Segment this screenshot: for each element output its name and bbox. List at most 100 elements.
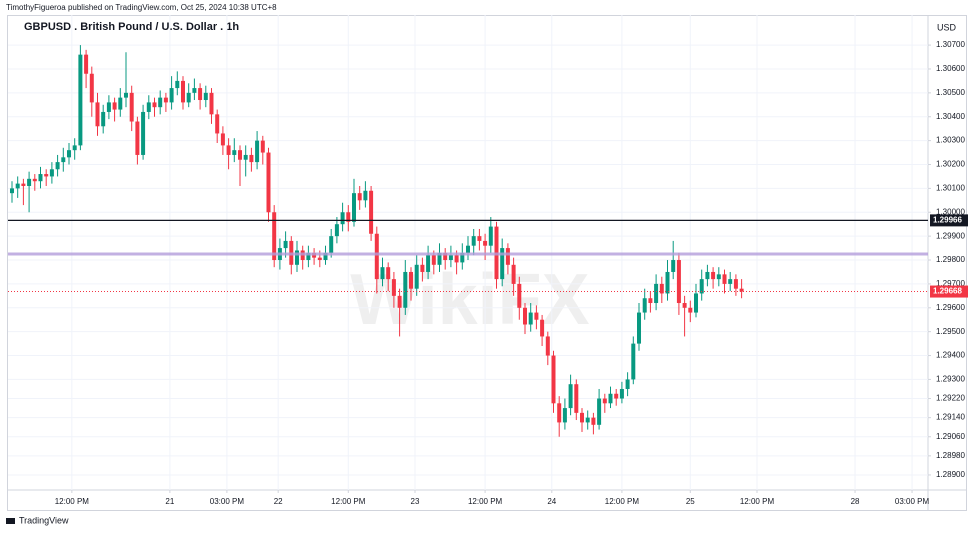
y-tick-label: 1.30500 <box>936 88 965 97</box>
candle-body <box>414 264 419 289</box>
candle-body <box>66 150 71 158</box>
candle-body <box>169 88 174 103</box>
candle-body <box>9 188 14 194</box>
candle-body <box>711 271 716 280</box>
candle-body <box>676 260 681 304</box>
candle-body <box>671 260 676 272</box>
candle-body <box>722 274 727 284</box>
candle-body <box>471 236 476 246</box>
candle-body <box>15 183 20 189</box>
candle-body <box>597 398 602 425</box>
y-tick-label: 1.29220 <box>936 394 965 403</box>
candle-body <box>192 88 197 93</box>
candle-body <box>619 388 624 399</box>
candle-body <box>631 343 636 380</box>
y-tick-label: 1.29600 <box>936 303 965 312</box>
candle-body <box>420 264 425 272</box>
candle-body <box>477 236 482 241</box>
candle-body <box>699 279 704 294</box>
candle-body <box>397 295 402 308</box>
candle-body <box>728 279 733 284</box>
candle-body <box>141 111 146 155</box>
candle-body <box>266 152 271 213</box>
y-tick-label: 1.28980 <box>936 451 965 460</box>
candle-body <box>84 54 89 74</box>
candle-body <box>454 255 459 263</box>
candle-body <box>408 271 413 289</box>
x-tick-label: 12:00 PM <box>740 497 775 506</box>
candle-body <box>329 236 334 253</box>
candle-body <box>534 312 539 320</box>
candle-body <box>380 267 385 280</box>
candle-body <box>237 150 242 160</box>
y-tick-label: 1.29800 <box>936 255 965 264</box>
frame <box>7 15 967 511</box>
candle-body <box>340 212 345 225</box>
candle-body <box>511 264 516 284</box>
candle-body <box>625 379 630 389</box>
candle-body <box>688 307 693 313</box>
candle-body <box>500 248 505 280</box>
y-tick-label: 1.29900 <box>936 231 965 240</box>
candle-body <box>460 252 465 263</box>
candle-body <box>705 271 710 280</box>
y-tick-label: 1.30400 <box>936 112 965 121</box>
candle-body <box>580 412 585 423</box>
candle-body <box>523 307 528 325</box>
candle-body <box>209 92 214 115</box>
candle-body <box>614 393 619 399</box>
x-tick-label: 28 <box>851 497 860 506</box>
candle-body <box>198 88 203 101</box>
candle-body <box>135 121 140 155</box>
candle-body <box>574 384 579 413</box>
candle-body <box>386 267 391 280</box>
y-tick-label: 1.29400 <box>936 351 965 360</box>
candle-body <box>448 255 453 261</box>
x-tick-label: 23 <box>411 497 420 506</box>
candle-body <box>733 279 738 289</box>
candle-body <box>55 162 60 170</box>
x-tick-label: 12:00 PM <box>55 497 90 506</box>
candle-body <box>294 250 299 265</box>
candle-body <box>602 398 607 404</box>
candle-body <box>78 54 83 146</box>
y-tick-label: 1.29140 <box>936 413 965 422</box>
candle-body <box>545 336 550 356</box>
chart-title: GBPUSD . British Pound / U.S. Dollar . 1… <box>24 21 239 33</box>
candle-body <box>146 102 151 112</box>
watermark: WikiFX <box>350 260 589 340</box>
y-tick-label: 1.30700 <box>936 40 965 49</box>
candle-body <box>317 257 322 261</box>
candle-body <box>272 212 277 261</box>
candle-body <box>488 226 493 246</box>
candle-body <box>426 255 431 272</box>
candle-body <box>255 140 260 163</box>
y-tick-label: 1.30600 <box>936 64 965 73</box>
currency-label: USD <box>937 22 957 32</box>
candle-body <box>654 283 659 304</box>
candle-body <box>357 193 362 201</box>
candle-body <box>152 102 157 108</box>
candle-body <box>351 193 356 222</box>
candle-body <box>739 288 744 292</box>
candle-body <box>466 245 470 253</box>
candle-body <box>608 393 613 404</box>
x-tick-label: 12:00 PM <box>605 497 640 506</box>
candle-body <box>95 102 100 127</box>
candle-body <box>21 183 26 186</box>
y-tick-label: 1.29500 <box>936 327 965 336</box>
candle-body <box>44 174 49 177</box>
x-tick-label: 12:00 PM <box>468 497 503 506</box>
y-tick-label: 1.29700 <box>936 279 965 288</box>
candle-body <box>32 178 37 182</box>
candle-body <box>163 97 168 103</box>
price-tag <box>930 214 968 227</box>
x-tick-label: 03:00 PM <box>895 497 930 506</box>
y-tick-label: 1.29300 <box>936 375 965 384</box>
candle-body <box>89 73 94 103</box>
x-tick-label: 24 <box>547 497 556 506</box>
candle-body <box>483 240 488 246</box>
footer-logo <box>6 518 15 524</box>
